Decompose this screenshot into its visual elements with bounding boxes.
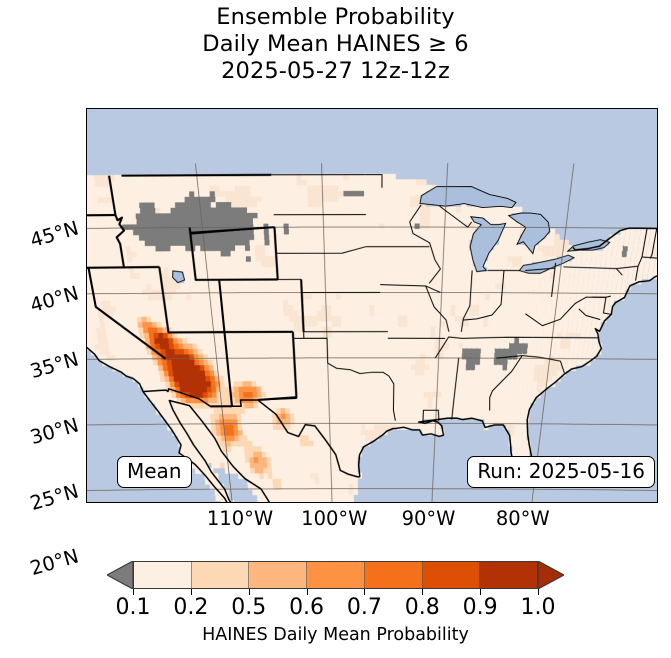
colorbar-tick-label: 1.0 [520, 595, 556, 620]
colorbar-tick [422, 589, 424, 595]
latitude-tick-label: 40°N [27, 281, 82, 318]
figure-title: Ensemble Probability Daily Mean HAINES ≥… [0, 4, 671, 85]
colorbar-gradient [133, 561, 538, 589]
colorbar-tick-label: 0.7 [346, 595, 382, 620]
title-line-3: 2025-05-27 12z-12z [221, 58, 450, 84]
latitude-tick-label: 35°N [27, 347, 82, 384]
title-line-2: Daily Mean HAINES ≥ 6 [202, 31, 469, 57]
colorbar-segment-3 [249, 562, 308, 588]
run-label-text: Run: 2025-05-16 [477, 459, 645, 483]
title-line-1: Ensemble Probability [216, 4, 455, 30]
run-label-box: Run: 2025-05-16 [467, 456, 655, 488]
probability-heatmap-canvas[interactable] [87, 109, 657, 502]
colorbar-over-arrow-icon [538, 561, 564, 589]
colorbar-row [107, 561, 564, 589]
colorbar-tick-label: 0.1 [115, 595, 151, 620]
colorbar-axis-label: HAINES Daily Mean Probability [202, 625, 469, 645]
mean-label-text: Mean [127, 459, 182, 483]
map-panel[interactable] [86, 108, 658, 503]
latitude-tick-label: 45°N [27, 216, 82, 252]
colorbar-segment-2 [191, 562, 250, 588]
colorbar-tick [364, 589, 366, 595]
colorbar-tick-label: 0.2 [173, 595, 209, 620]
colorbar-tick-label: 0.6 [289, 595, 325, 620]
colorbar-tick [538, 589, 539, 595]
colorbar-segment-6 [422, 562, 481, 588]
longitude-tick-label: 100°W [301, 507, 368, 530]
colorbar-under-arrow-icon [107, 561, 133, 589]
latitude-tick-label: 25°N [27, 478, 82, 515]
longitude-tick-label: 110°W [206, 507, 274, 530]
colorbar-tick-label: 0.8 [404, 595, 440, 620]
colorbar-tick [133, 589, 134, 595]
colorbar-segment-5 [364, 562, 423, 588]
colorbar-tick [480, 589, 482, 595]
colorbar: 0.1 0.2 0.5 0.6 0.7 0.8 0.9 1.0 HAINES Daily Me… [0, 555, 671, 658]
latitude-tick-label: 30°N [27, 413, 82, 449]
colorbar-segment-4 [307, 562, 365, 588]
colorbar-tick-label: 0.5 [231, 595, 267, 620]
colorbar-tick [306, 589, 308, 595]
mean-label-box: Mean [117, 456, 192, 488]
colorbar-tick-label: 0.9 [462, 595, 498, 620]
colorbar-tick [190, 589, 192, 595]
colorbar-segment-1 [134, 562, 192, 588]
colorbar-tick [248, 589, 250, 595]
longitude-tick-label: 80°W [495, 507, 550, 530]
colorbar-segment-7 [480, 562, 538, 588]
longitude-tick-label: 90°W [401, 507, 456, 530]
